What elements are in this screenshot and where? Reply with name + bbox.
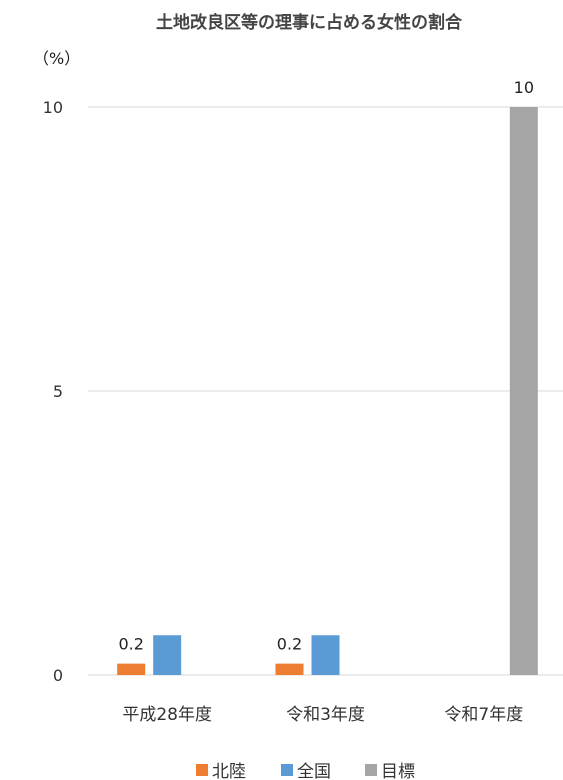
gridlines (88, 106, 563, 676)
bar-目標 (509, 107, 538, 675)
legend-swatch (196, 764, 208, 776)
x-category-label: 平成28年度 (122, 705, 212, 725)
legend-swatch (365, 764, 377, 776)
legend: 北陸 全国 目標 (196, 762, 415, 780)
data-label: 0.2 (277, 635, 302, 654)
chart-title: 土地改良区等の理事に占める女性の割合 (156, 12, 463, 33)
legend-label: 北陸 (212, 762, 246, 780)
legend-label: 全国 (297, 762, 331, 780)
data-label: 0.2 (118, 635, 143, 654)
y-axis-unit-label: （%） (33, 49, 80, 68)
x-category-label: 令和7年度 (444, 705, 523, 725)
bars (117, 107, 538, 675)
y-tick-label: 5 (53, 382, 63, 401)
bar-北陸 (275, 663, 304, 675)
x-axis-categories: 平成28年度 令和3年度 令和7年度 (122, 705, 523, 725)
data-labels: 0.2 0.2 10 (118, 78, 534, 654)
legend-swatch (281, 764, 293, 776)
legend-label: 目標 (381, 762, 415, 780)
y-axis-ticks: 0 5 10 (43, 98, 63, 685)
bar-全国 (311, 635, 340, 675)
y-tick-label: 10 (43, 98, 63, 117)
y-tick-label: 0 (53, 666, 63, 685)
x-category-label: 令和3年度 (286, 705, 365, 725)
bar-全国 (153, 635, 182, 675)
data-label: 10 (514, 78, 534, 97)
bar-北陸 (117, 663, 146, 675)
